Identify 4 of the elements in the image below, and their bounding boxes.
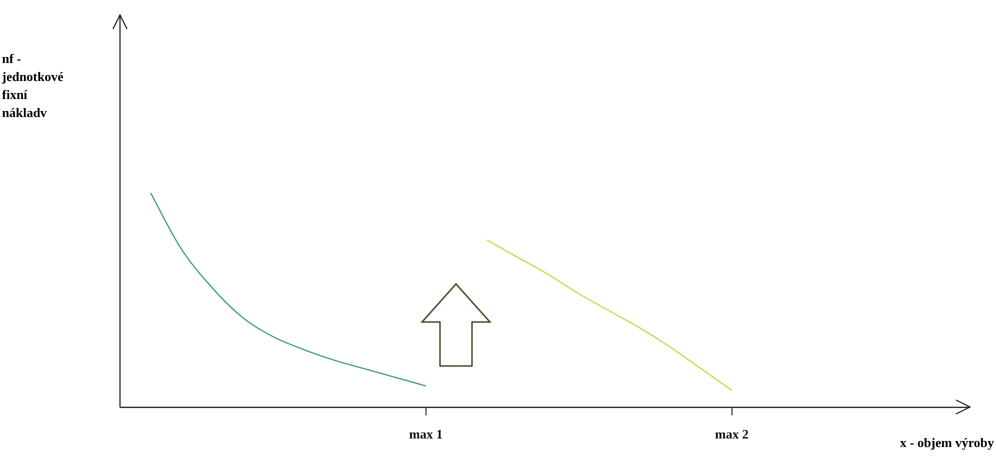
x-axis-title: x - objem výroby (900, 435, 994, 451)
text: nf - jednotkové fixní nákladv (2, 50, 64, 122)
x-tick-label: max 2 (715, 426, 749, 442)
x-tick-label: max 1 (409, 426, 443, 442)
